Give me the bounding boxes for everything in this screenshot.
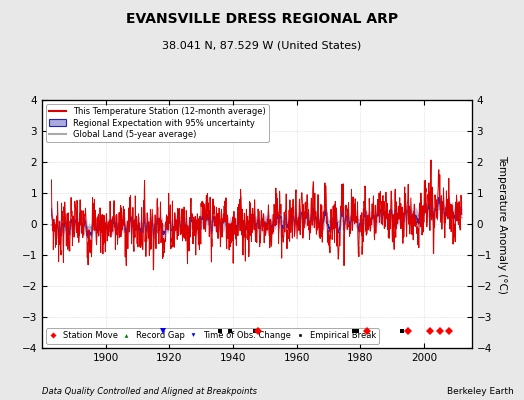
Text: 38.041 N, 87.529 W (United States): 38.041 N, 87.529 W (United States): [162, 40, 362, 50]
Legend: Station Move, Record Gap, Time of Obs. Change, Empirical Break: Station Move, Record Gap, Time of Obs. C…: [46, 328, 379, 344]
Text: Data Quality Controlled and Aligned at Breakpoints: Data Quality Controlled and Aligned at B…: [42, 387, 257, 396]
Text: Berkeley Earth: Berkeley Earth: [447, 387, 514, 396]
Text: EVANSVILLE DRESS REGIONAL ARP: EVANSVILLE DRESS REGIONAL ARP: [126, 12, 398, 26]
Y-axis label: Temperature Anomaly (°C): Temperature Anomaly (°C): [497, 154, 507, 294]
